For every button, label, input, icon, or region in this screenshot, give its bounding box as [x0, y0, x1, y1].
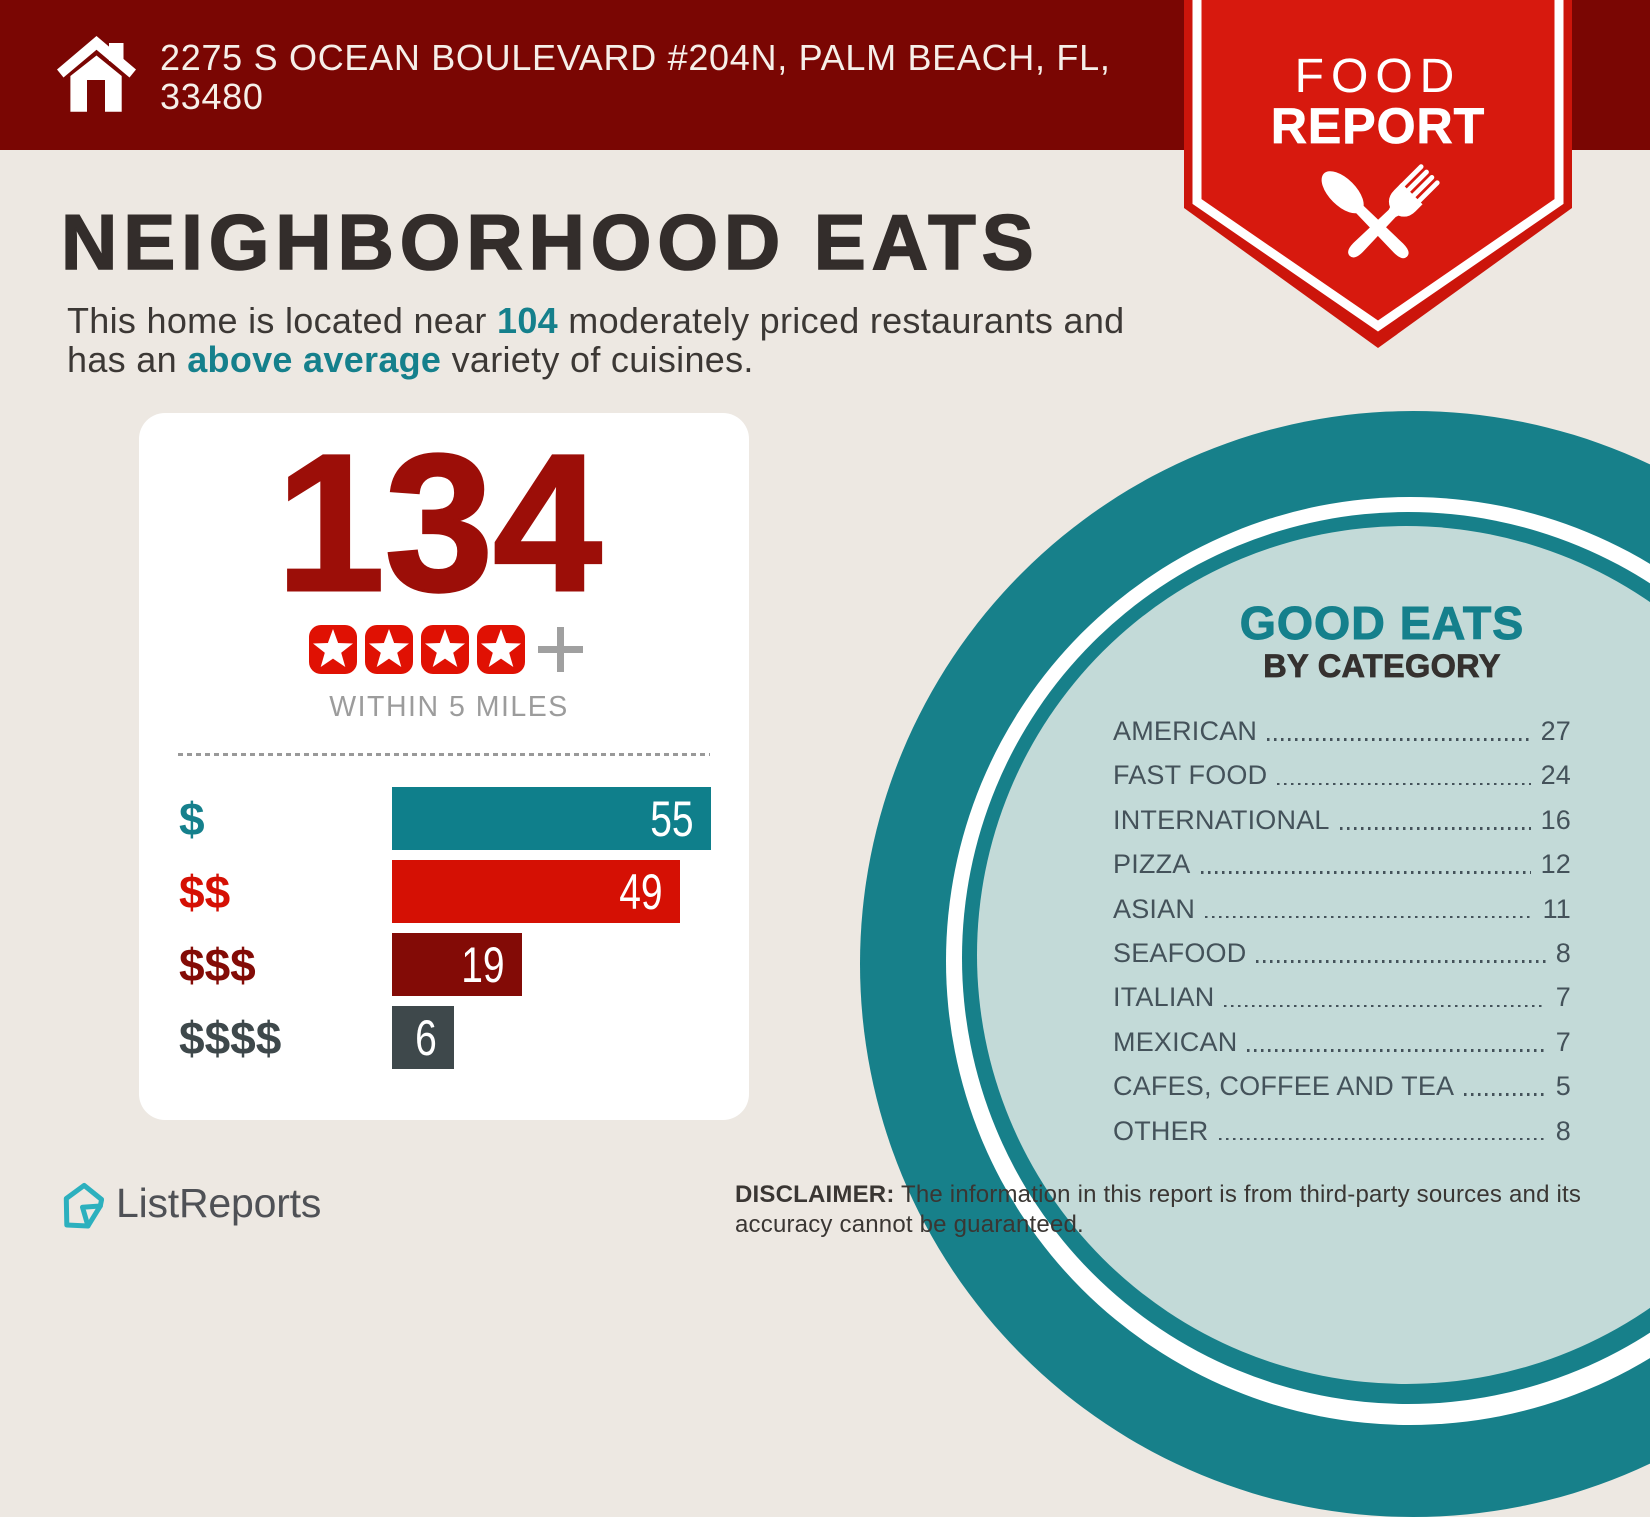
svg-text:FOOD: FOOD	[1295, 50, 1462, 103]
svg-text:REPORT: REPORT	[1271, 98, 1485, 154]
